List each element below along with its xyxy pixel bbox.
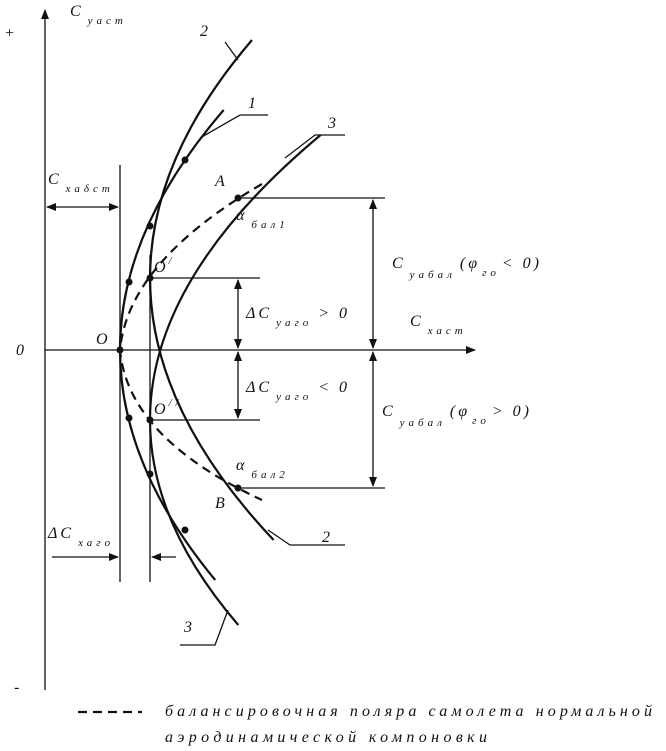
dcy-neg-label: ΔCуаго < 0 <box>245 379 350 403</box>
sub: уабал <box>399 417 446 429</box>
dcy-pos-label: ΔCуаго > 0 <box>245 305 350 329</box>
dot <box>125 414 133 422</box>
cx-bal-label: Cхаδст <box>48 171 114 195</box>
dcx-label: ΔCхаго <box>47 525 114 549</box>
cy-bal-neg-label: Cуабал (φго< 0) <box>392 255 542 281</box>
sub: уабал <box>409 269 456 281</box>
curve-2 <box>148 39 275 541</box>
balance-polar <box>118 183 263 501</box>
dot <box>146 470 154 478</box>
curve-label: 2 <box>200 23 211 40</box>
sub: хаδст <box>65 183 114 195</box>
alpha-bal2: α бал2 <box>236 457 289 481</box>
main: ΔC <box>47 525 74 542</box>
point-o: O <box>96 331 111 348</box>
leader <box>267 529 345 546</box>
point-o2: O// <box>154 397 183 418</box>
sub: уаго <box>275 317 312 329</box>
main: ΔC <box>245 379 272 396</box>
curve-label: 3 <box>183 619 195 636</box>
curve-label: 1 <box>248 95 259 112</box>
point-b: B <box>215 495 228 512</box>
point-o1: O/ <box>154 255 176 276</box>
plus-sign: + <box>4 25 18 42</box>
dot <box>181 156 189 164</box>
main: C <box>392 255 406 272</box>
cy-bal-pos-label: Cуабал (φго> 0) <box>382 403 532 429</box>
dot <box>146 222 154 230</box>
sub: бал2 <box>251 469 288 481</box>
legend-text: аэродинамической компоновки <box>165 729 490 746</box>
sub: уаго <box>275 391 312 403</box>
mark: // <box>168 397 183 409</box>
sub: го <box>472 415 490 427</box>
leader <box>199 114 268 139</box>
dot <box>181 526 189 534</box>
curve-1 <box>118 109 225 581</box>
main: O <box>154 259 169 276</box>
curve-3 <box>148 134 322 626</box>
points <box>116 156 242 534</box>
y-axis-label: Cуаст <box>70 3 127 27</box>
alpha-bal1: α бал1 <box>236 207 289 231</box>
main: C <box>410 313 424 330</box>
curve-label: 3 <box>327 115 339 132</box>
curve-label: 2 <box>322 529 333 546</box>
dot <box>116 346 124 354</box>
mid: (φ <box>460 255 480 272</box>
mark: / <box>168 255 176 267</box>
sub: уаст <box>87 15 127 27</box>
sub: бал1 <box>251 219 288 231</box>
tail: < 0 <box>318 379 350 396</box>
sub: хаст <box>427 325 467 337</box>
main: C <box>382 403 396 420</box>
sub: го <box>482 267 500 279</box>
dot <box>125 278 133 286</box>
sub: хаго <box>77 537 114 549</box>
main: C <box>70 3 84 20</box>
main: O <box>154 401 169 418</box>
minus-sign: - <box>14 679 22 696</box>
leader <box>224 41 239 61</box>
point-a: A <box>214 173 228 190</box>
leader <box>284 134 345 159</box>
leader <box>180 609 229 646</box>
main: α <box>236 457 247 474</box>
main: ΔC <box>245 305 272 322</box>
x-axis-label: Cхаст <box>410 313 467 337</box>
origin-label: 0 <box>16 342 27 359</box>
legend-text: балансировочная поляра самолета нормальн… <box>165 703 655 720</box>
mid: (φ <box>450 403 470 420</box>
tail: < 0) <box>502 255 542 272</box>
tail: > 0) <box>492 403 532 420</box>
main: C <box>48 171 62 188</box>
main: α <box>236 207 247 224</box>
tail: > 0 <box>318 305 350 322</box>
